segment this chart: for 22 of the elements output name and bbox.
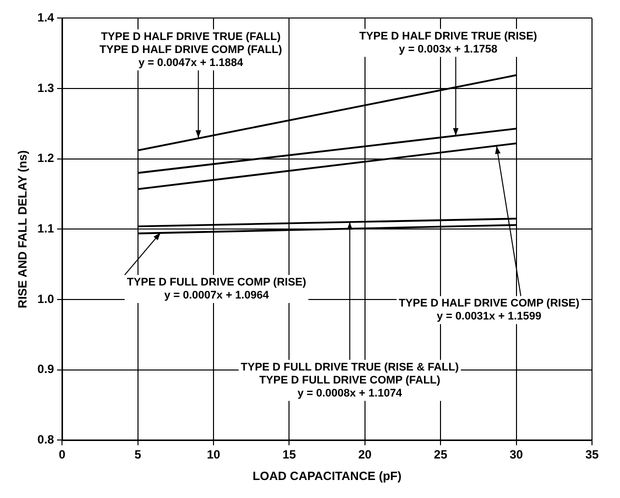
x-tick-label: 20 [358,448,372,462]
annotation: TYPE D HALF DRIVE TRUE (RISE) y = 0.003x + 1.1758 [359,30,538,56]
x-tick-label: 15 [282,448,296,462]
y-tick-label: 0.9 [37,362,54,376]
x-tick-label: 5 [134,448,142,462]
x-tick-label: 25 [434,448,448,462]
x-tick-label: 0 [58,448,66,462]
x-tick-label: 10 [206,448,220,462]
y-axis-title: RISE AND FALL DELAY (ns) [16,150,30,308]
annotation: TYPE D HALF DRIVE TRUE (FALL) TYPE D HALF DRIVE COMP (FALL) y = 0.0047x + 1.1884 [100,30,282,69]
y-tick-label: 0.8 [37,432,54,447]
annotation: TYPE D FULL DRIVE TRUE (RISE & FALL) TYPE D FULL DRIVE COMP (FALL) y = 0.0008x + 1.1074 [240,361,460,400]
y-tick-label: 1.0 [37,292,54,306]
y-tick-label: 1.2 [37,151,54,166]
y-tick-label: 1.4 [37,10,54,25]
x-tick-label: 35 [585,448,599,462]
y-tick-label: 1.1 [37,222,54,236]
annotation: TYPE D HALF DRIVE COMP (RISE) y = 0.0031x + 1.1599 [398,298,580,323]
y-tick-label: 1.3 [37,80,54,95]
x-axis-title: LOAD CAPACITANCE (pF) [252,469,402,484]
annotation: TYPE D FULL DRIVE COMP (RISE) y = 0.0007x + 1.0964 [126,276,306,302]
x-tick-label: 30 [510,448,524,462]
